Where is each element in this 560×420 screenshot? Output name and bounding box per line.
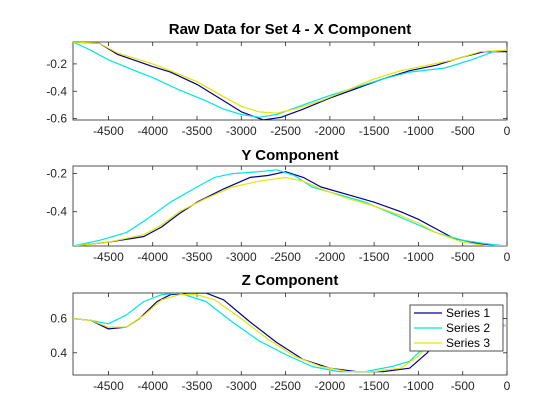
series-line-1 [73,42,507,120]
subplot-y-component: -4500 -4000 -3500 -3000 -2500 -2000 -1500 -1000… [46,147,510,264]
x-tick-label: -1000 [403,379,434,393]
legend-label: Series 1 [446,306,490,320]
y-tick-label: -0.6 [46,112,67,126]
x-tick-label: -500 [451,124,475,138]
x-tick-label: -1500 [359,124,390,138]
x-tick-label: 0 [504,124,511,138]
legend-label: Series 3 [446,336,490,350]
x-tick-label: -2000 [315,250,346,264]
y-tick-label: 0.6 [50,312,67,326]
y-tick-label: -0.4 [46,205,67,219]
x-tick-label: -1000 [403,124,434,138]
series-line-3 [73,176,507,246]
x-tick-label: -2500 [270,250,301,264]
x-tick-label: -2500 [270,124,301,138]
x-tick-label: -2500 [270,379,301,393]
y-tick-label: 0.4 [50,346,67,360]
x-tick-label: -4000 [137,124,168,138]
x-tick-label: -4500 [93,379,124,393]
x-tick-label: 0 [504,250,511,264]
subplot-title: Y Component [241,147,338,164]
legend-label: Series 2 [446,321,490,335]
x-tick-label: -3000 [226,379,257,393]
y-tick-label: -0.2 [46,57,67,71]
x-tick-label: -3500 [182,250,213,264]
x-tick-label: -3500 [182,379,213,393]
x-tick-label: -500 [451,250,475,264]
axes-box [72,41,508,121]
subplot-z-component: -4500 -4000 -3500 -3000 -2500 -2000 -1500 -1000… [50,272,510,393]
subplot-title: Z Component [242,272,339,289]
x-tick-label: -4500 [93,124,124,138]
x-tick-label: -4000 [137,379,168,393]
x-tick-label: -1000 [403,250,434,264]
x-tick-label: -2000 [315,379,346,393]
subplot-title: Raw Data for Set 4 - X Component [169,21,412,38]
x-tick-label: -2000 [315,124,346,138]
y-tick-label: -0.2 [46,167,67,181]
subplot-x-component: -4500 -4000 -3500 -3000 -2500 -2000 -1500 -1000… [46,21,510,138]
x-tick-label: -3500 [182,124,213,138]
series-line-3 [73,294,507,373]
x-tick-label: -3000 [226,250,257,264]
x-tick-label: -3000 [226,124,257,138]
y-tick-label: -0.4 [46,84,67,98]
x-tick-label: -500 [451,379,475,393]
x-tick-label: -4500 [93,250,124,264]
x-tick-label: -4000 [137,250,168,264]
x-tick-label: -1500 [359,250,390,264]
x-tick-label: 0 [504,379,511,393]
series-line-2 [73,42,507,118]
series-line-3 [73,42,507,114]
x-tick-label: -1500 [359,379,390,393]
series-line-1 [73,171,507,246]
